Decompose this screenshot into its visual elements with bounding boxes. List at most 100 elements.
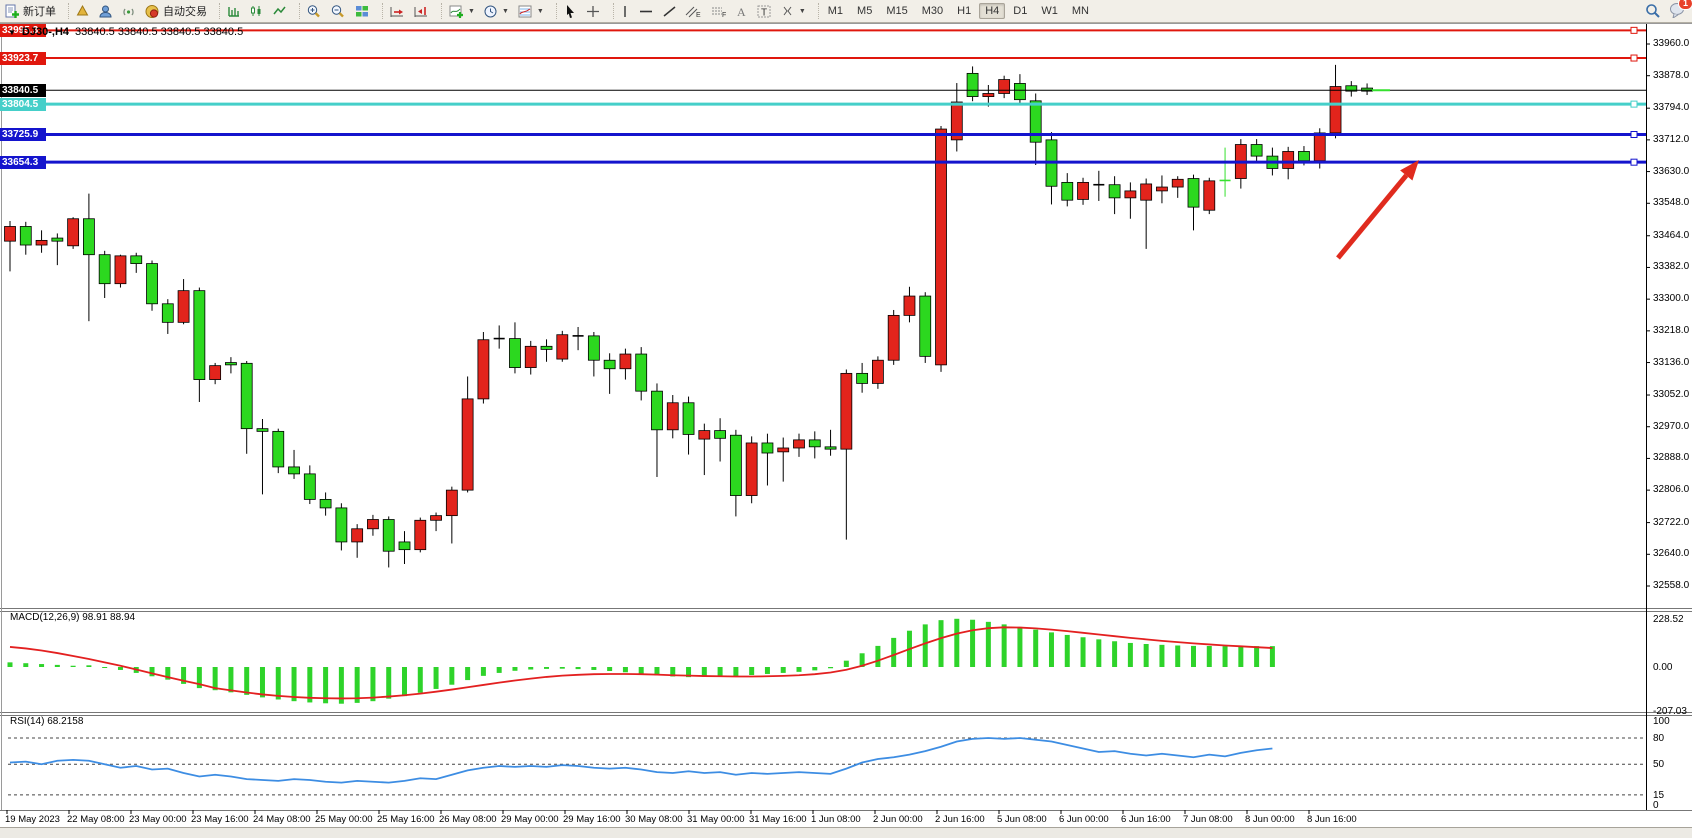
macd-histogram-bar [54,664,60,667]
macd-histogram-bar [480,667,486,676]
macd-histogram-bar [117,667,123,670]
line-chart-icon [273,6,286,15]
zoom-out-button[interactable] [326,1,350,21]
macd-histogram-bar [891,637,897,667]
macd-histogram-bar [875,645,881,667]
chart-shift-button[interactable] [409,1,433,21]
macd-histogram-bar [559,667,565,669]
timeframe-d1[interactable]: D1 [1013,5,1028,17]
macd-histogram-bar [717,667,723,677]
signal-button[interactable] [117,1,140,21]
trendline-button[interactable] [658,1,681,21]
candle-up [209,365,222,380]
macd-histogram-bar [465,667,471,681]
hline-price-label: 33995.3 [0,23,46,37]
hline-anchor[interactable] [1630,54,1638,62]
chart-title-row: ▼ DJ30-,H4 33840.5 33840.5 33840.5 33840… [8,26,243,38]
candle-up [698,430,711,440]
text-label-button[interactable]: T [752,1,776,21]
timeframe-w1[interactable]: W1 [1041,5,1058,17]
chart-dropdown-icon[interactable]: ▼ [8,27,16,37]
text-button[interactable]: A [731,1,752,21]
timeframe-m1[interactable]: M1 [827,5,844,17]
indicators-button[interactable]: ▼ [444,1,479,21]
hline-price-label: 33654.3 [0,155,46,169]
equidistant-channel-button[interactable]: E [681,1,706,21]
templates-button[interactable]: ▼ [513,1,548,21]
hline-anchor[interactable] [1630,26,1638,34]
price-tick-label: 33382.0 [1653,261,1690,273]
bar-chart-button[interactable] [222,1,245,21]
timeframe-h1[interactable]: H1 [957,5,972,17]
hline-anchor[interactable] [1630,158,1638,166]
timeframe-m30[interactable]: M30 [921,5,944,17]
autotrade-label: 自动交易 [163,6,207,18]
macd-histogram-bar [70,665,76,667]
candle-down [714,430,726,439]
time-axis-label: 23 May 00:00 [129,814,187,825]
candle-up [998,79,1011,94]
candle-down [225,362,237,366]
price-tick-label: 33794.0 [1653,102,1690,114]
profile-button[interactable] [94,1,117,21]
zoom-in-button[interactable] [302,1,326,21]
crosshair-button[interactable] [581,1,605,21]
line-chart-button[interactable] [268,1,291,21]
time-axis-label: 30 May 08:00 [625,814,683,825]
macd-histogram-bar [686,667,692,678]
chart-ohlc-readout: 33840.5 33840.5 33840.5 33840.5 [75,26,244,38]
price-tick-label: 32558.0 [1653,579,1690,591]
macd-histogram-bar [181,667,187,684]
timeframe-mn[interactable]: MN [1071,5,1089,17]
chevron-down-icon: ▼ [501,7,509,15]
auto-scroll-icon [390,6,403,17]
tile-windows-button[interactable] [350,1,374,21]
time-axis-label: 5 Jun 08:00 [997,814,1047,825]
equidistant-channel-icon: E [685,6,701,19]
fibonacci-button[interactable]: F [706,1,731,21]
search-icon[interactable] [1645,3,1661,19]
time-axis-label: 6 Jun 00:00 [1059,814,1109,825]
time-axis-label: 26 May 08:00 [439,814,497,825]
price-tick-label: 33878.0 [1653,69,1690,81]
rsi-axis-label: 80 [1653,733,1665,744]
macd-histogram-bar [370,667,376,702]
macd-histogram-bar [922,624,928,667]
horizontal-line-button[interactable] [634,1,658,21]
periods-button[interactable]: ▼ [479,1,513,21]
candle-up [619,353,632,370]
autotrade-button[interactable]: 自动交易 [140,1,211,21]
tile-windows-icon [356,5,368,16]
macd-histogram-bar [733,667,739,677]
candle-down [1345,85,1358,92]
gold-cone-button[interactable] [71,1,94,21]
auto-scroll-button[interactable] [385,1,409,21]
notifications-button[interactable]: 1 [1669,0,1692,21]
chevron-down-icon: ▼ [536,7,544,15]
macd-histogram-bar [496,667,502,673]
macd-histogram-bar [544,667,550,669]
macd-histogram-bar [259,667,265,698]
vertical-line-button[interactable] [616,1,634,21]
hline-anchor[interactable] [1630,100,1638,108]
zoom-in-icon [307,4,320,17]
window-bottom-strip [0,827,1692,838]
timeframe-m15[interactable]: M15 [886,5,908,17]
price-tick-label: 32722.0 [1653,516,1690,528]
arrow-annotation[interactable] [1336,173,1409,260]
candlestick-chart-button[interactable] [245,1,268,21]
arrows-button[interactable]: ▼ [776,1,810,21]
candlestick-chart-icon [251,6,261,16]
timeframe-h4[interactable]: H4 [979,3,1006,19]
new-order-button[interactable]: 新订单 [0,1,60,21]
cursor-button[interactable] [559,1,581,21]
timeframe-m5[interactable]: M5 [857,5,873,17]
clock-icon [484,5,497,17]
time-axis-label: 2 Jun 00:00 [873,814,923,825]
candle-down [1061,181,1074,201]
time-axis-label: 22 May 08:00 [67,814,125,825]
candle-down [98,254,111,285]
hline-anchor[interactable] [1630,131,1638,139]
macd-histogram-bar [985,621,991,667]
